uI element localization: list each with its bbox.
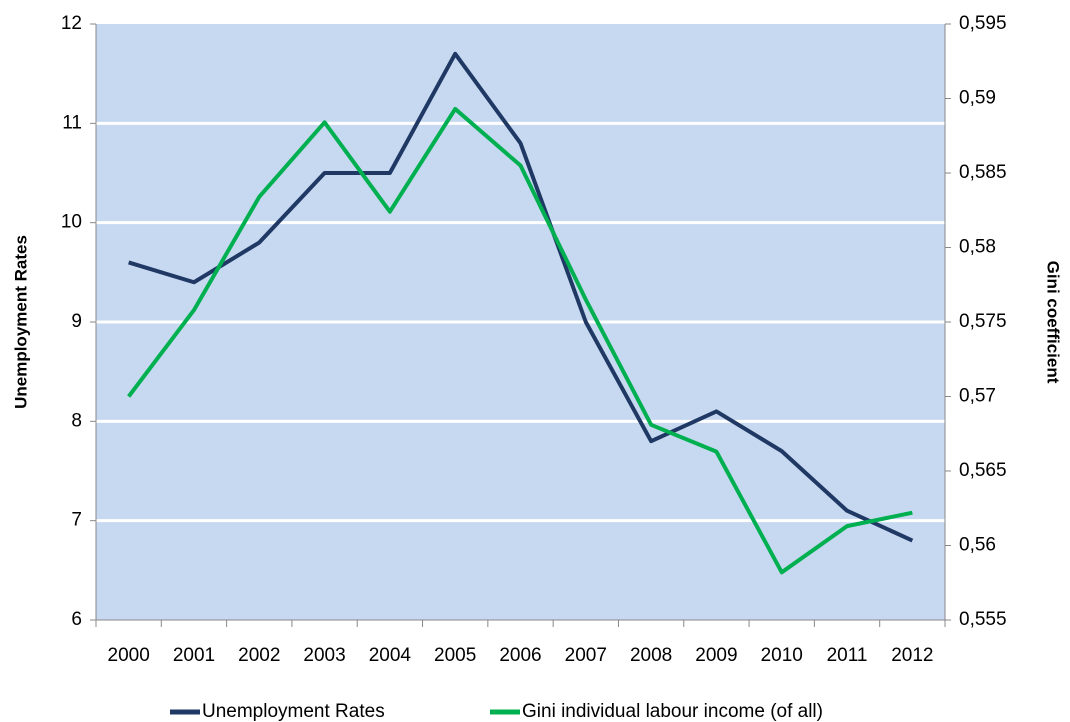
y2-axis-title: Gini coefficient — [1044, 261, 1063, 384]
y2-tick-label: 0,555 — [959, 609, 1007, 630]
x-tick-label: 2005 — [434, 645, 476, 666]
series-line — [128, 51, 914, 543]
x-tick-label: 2002 — [238, 645, 280, 666]
x-tick-label: 2004 — [369, 645, 412, 666]
y-axis-title: Unemployment Rates — [11, 235, 30, 409]
legend-label: Unemployment Rates — [202, 701, 385, 722]
y2-tick-label: 0,575 — [959, 311, 1007, 332]
y2-tick-label: 0,56 — [959, 535, 996, 556]
y2-tick-label: 0,585 — [959, 162, 1007, 183]
y2-tick-label: 0,58 — [959, 237, 996, 258]
y-tick-label: 9 — [71, 311, 82, 332]
y-tick-label: 10 — [61, 212, 82, 233]
y2-tick-label: 0,565 — [959, 460, 1007, 481]
x-tick-label: 2007 — [565, 645, 607, 666]
x-tick-label: 2006 — [499, 645, 541, 666]
y-tick-label: 12 — [61, 13, 82, 34]
x-tick-label: 2000 — [108, 645, 150, 666]
x-tick-label: 2003 — [303, 645, 345, 666]
series-line — [127, 106, 913, 575]
x-tick-label: 2008 — [630, 645, 672, 666]
y-tick-label: 6 — [71, 609, 82, 630]
y2-tick-label: 0,59 — [959, 88, 996, 109]
x-tick-label: 2012 — [891, 645, 933, 666]
x-tick-label: 2009 — [695, 645, 737, 666]
y2-tick-label: 0,595 — [959, 13, 1007, 34]
y2-tick-label: 0,57 — [959, 386, 996, 407]
x-tick-label: 2010 — [761, 645, 803, 666]
legend-label: Gini individual labour income (of all) — [522, 701, 823, 722]
y-tick-label: 7 — [71, 510, 82, 531]
y-tick-label: 11 — [62, 112, 82, 133]
y-tick-label: 8 — [71, 410, 82, 431]
x-tick-label: 2001 — [173, 645, 215, 666]
x-tick-label: 2011 — [827, 645, 868, 666]
